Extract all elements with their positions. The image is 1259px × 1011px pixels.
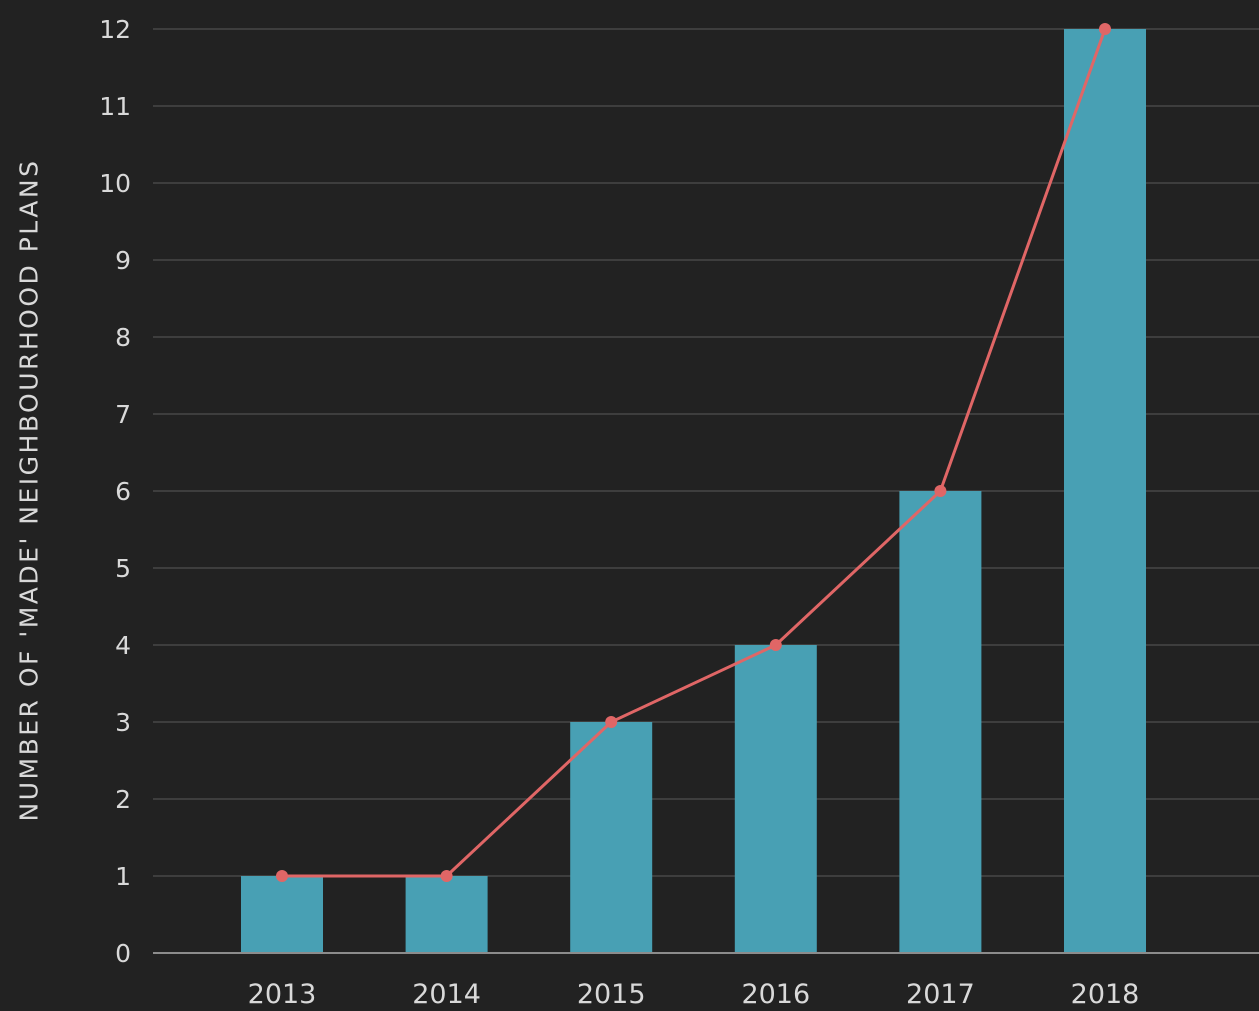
x-tick-label: 2015 — [577, 979, 646, 1010]
y-axis-title: NUMBER OF 'MADE' NEIGHBOURHOOD PLANS — [14, 158, 44, 822]
y-tick-label: 2 — [115, 785, 131, 814]
x-tick-label: 2013 — [248, 979, 317, 1010]
y-tick-label: 3 — [115, 708, 131, 737]
bar — [570, 722, 653, 953]
y-tick-label: 7 — [115, 400, 131, 429]
x-tick-labels: 2013 2014 2015 2016 2017 2018 — [248, 979, 1140, 1010]
y-tick-label: 4 — [115, 631, 131, 660]
y-tick-label: 6 — [115, 477, 131, 506]
y-tick-label: 12 — [99, 15, 131, 44]
trend-line — [276, 23, 1111, 882]
trend-line-path — [282, 28, 1107, 878]
x-tick-label: 2018 — [1071, 979, 1140, 1010]
y-tick-label: 8 — [115, 323, 131, 352]
y-tick-label: 10 — [99, 169, 131, 198]
y-tick-label: 1 — [115, 862, 131, 891]
trend-point — [440, 870, 453, 882]
bar — [1064, 29, 1146, 953]
y-tick-label: 9 — [115, 246, 131, 275]
trend-point — [276, 870, 288, 882]
trend-point — [934, 485, 947, 497]
y-tick-label: 11 — [99, 92, 131, 121]
bar — [734, 645, 817, 953]
y-tick-label: 5 — [115, 554, 131, 583]
trend-point — [1099, 23, 1111, 35]
y-tick-label: 0 — [115, 939, 131, 968]
trend-point — [605, 716, 618, 728]
bar — [405, 876, 488, 953]
x-tick-label: 2016 — [741, 979, 810, 1010]
bar — [899, 491, 982, 953]
bar — [241, 876, 323, 953]
bars — [241, 29, 1146, 953]
x-tick-label: 2017 — [906, 979, 975, 1010]
x-tick-label: 2014 — [412, 979, 481, 1010]
trend-point — [769, 639, 782, 651]
